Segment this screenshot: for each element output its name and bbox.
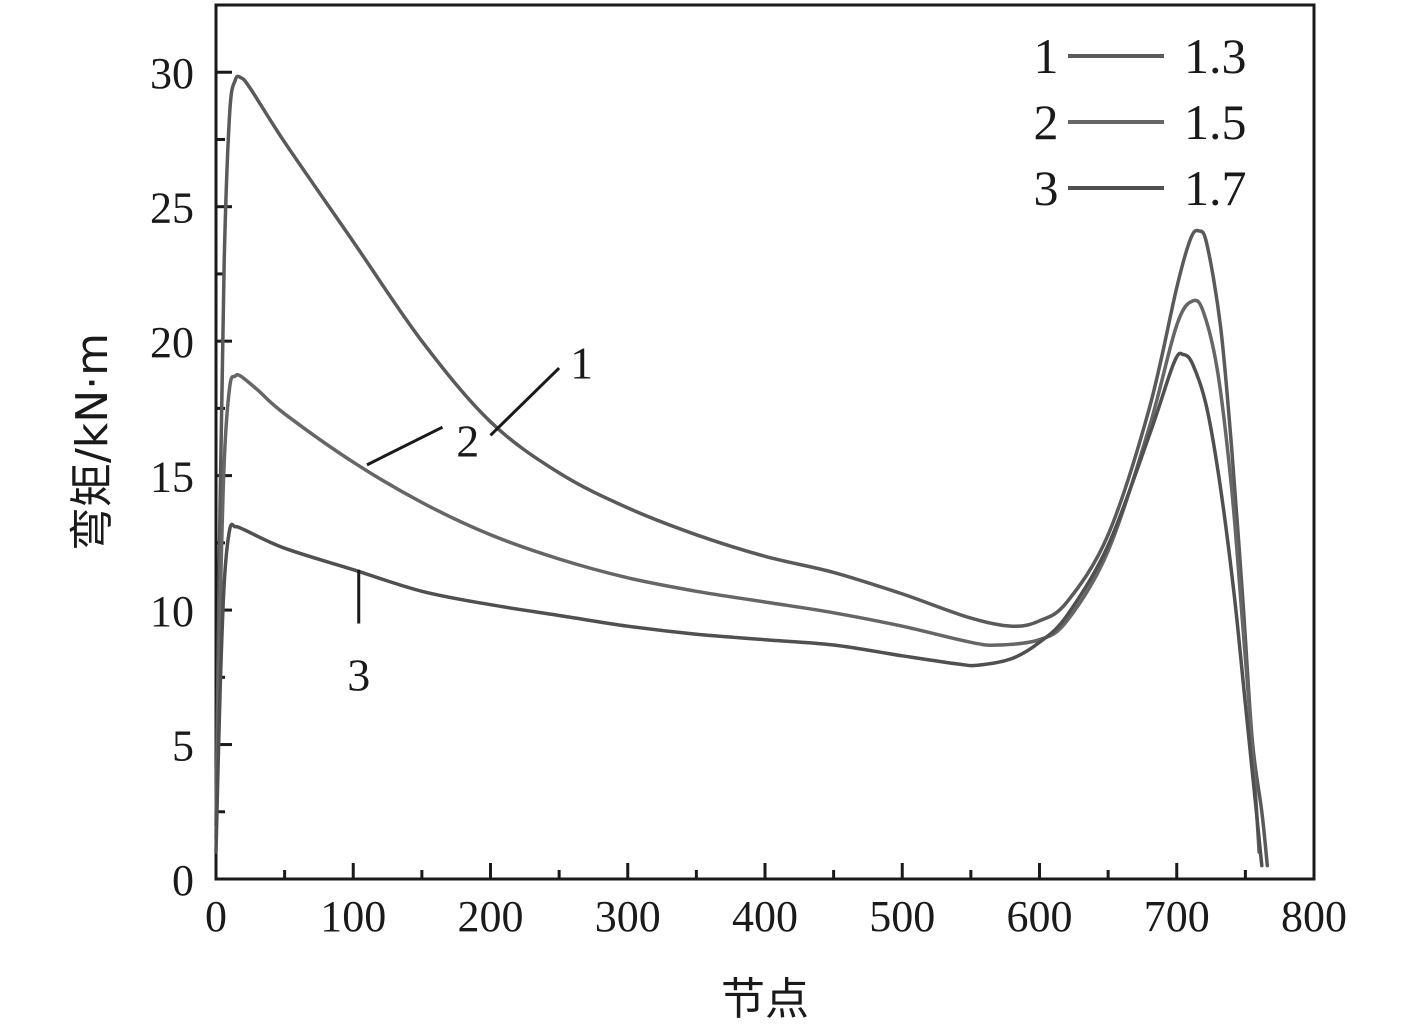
x-tick-label: 400	[732, 892, 798, 941]
legend-number-3: 3	[1034, 160, 1059, 216]
curve-annotations: 1 2 3	[347, 338, 593, 701]
y-tick-label: 30	[150, 49, 194, 98]
y-tick-label: 20	[150, 318, 194, 367]
legend: 1 1.3 2 1.5 3 1.7	[1034, 28, 1247, 216]
series-line-2	[214, 298, 1261, 854]
x-tick-label: 500	[869, 892, 935, 941]
legend-number-1: 1	[1034, 28, 1059, 84]
legend-number-2: 2	[1034, 94, 1059, 150]
y-tick-label: 10	[150, 587, 194, 636]
x-tick-label: 200	[458, 892, 524, 941]
x-tick-label: 700	[1144, 892, 1210, 941]
annotation-leader-2	[366, 425, 444, 467]
legend-entry-3: 1.7	[1184, 160, 1247, 216]
y-axis-title: 弯矩/kN·m	[67, 333, 118, 551]
legend-entry-1: 1.3	[1184, 28, 1247, 84]
y-tick-label: 25	[150, 184, 194, 233]
series-lines	[214, 74, 1270, 868]
x-tick-label: 600	[1007, 892, 1073, 941]
annotation-leader-1	[489, 366, 561, 437]
x-tick-label: 0	[205, 892, 227, 941]
x-axis-ticks: 0 100 200 300 400 500 600 700 800	[205, 863, 1347, 941]
annotation-label-1: 1	[570, 338, 593, 389]
x-axis-title: 节点	[721, 974, 809, 1025]
y-tick-label: 0	[172, 856, 194, 905]
series-line-3	[214, 351, 1264, 868]
y-tick-label: 15	[150, 453, 194, 502]
y-axis-ticks: 0 5 10 15 20 25 30	[150, 3, 232, 905]
x-tick-label: 800	[1281, 892, 1347, 941]
y-tick-label: 5	[172, 722, 194, 771]
annotation-label-3: 3	[347, 650, 370, 701]
series-line-1	[214, 74, 1270, 868]
x-tick-label: 100	[320, 892, 386, 941]
annotation-label-2: 2	[456, 416, 479, 467]
x-tick-label: 300	[595, 892, 661, 941]
legend-entry-2: 1.5	[1184, 94, 1247, 150]
